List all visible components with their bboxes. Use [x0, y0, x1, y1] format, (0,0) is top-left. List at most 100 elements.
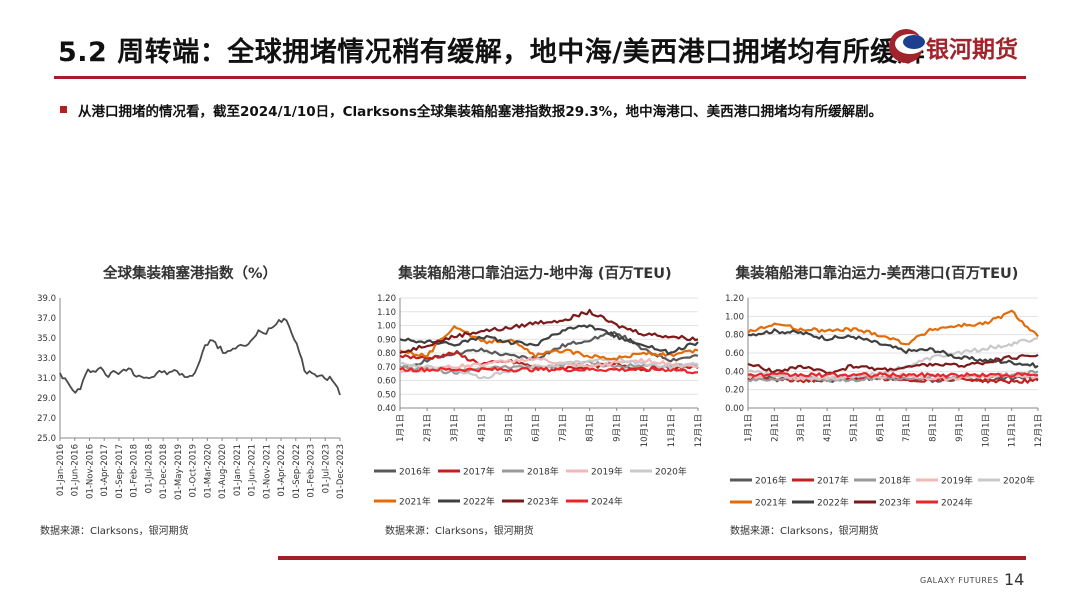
y-tick-label: 0.00	[725, 404, 744, 414]
page-title: 5.2 周转端：全球拥堵情况稍有缓解，地中海/美西港口拥堵均有所缓解	[58, 37, 926, 68]
page-number: 14	[1004, 570, 1025, 589]
x-tick-label: 9月1日	[955, 414, 965, 442]
chart3-source: 数据来源：Clarksons，银河期货	[730, 526, 879, 537]
y-tick-label: 33.0	[37, 354, 56, 364]
x-tick-label: 01-May-2019	[174, 444, 184, 500]
y-tick-label: 29.0	[37, 394, 56, 404]
legend-label: 2023年	[879, 497, 911, 509]
legend-label: 2019年	[591, 466, 623, 478]
x-tick-label: 7月1日	[902, 414, 912, 442]
legend-label: 2022年	[463, 496, 495, 508]
x-tick-label: 01-Mar-2020	[203, 444, 213, 498]
chart-uswest-capacity: 0.00 0.20 0.40 0.60 0.80 1.00 1.20 1月1日 2月1日 3月1日…	[725, 294, 1044, 509]
x-tick-label: 01-Dec-2023	[336, 444, 345, 499]
x-tick-label: 1月1日	[744, 414, 754, 442]
y-tick-label: 35.0	[37, 334, 56, 344]
x-tick-label: 4月1日	[477, 414, 487, 442]
y-tick-label: 0.20	[725, 386, 744, 396]
series-line-2022年	[399, 324, 699, 356]
x-tick-label: 01-Feb-2018	[130, 444, 140, 498]
y-tick-label: 1.00	[377, 322, 396, 332]
x-tick-label: 01-Jul-2023	[321, 444, 331, 493]
y-tick-label: 0.50	[377, 390, 396, 400]
x-tick-label: 10月1日	[981, 414, 991, 447]
x-tick-label: 8月1日	[586, 414, 596, 442]
series-line-2023年	[399, 308, 699, 355]
series-line-2022年	[747, 328, 1039, 369]
x-tick-label: 11月1日	[1008, 414, 1018, 447]
x-tick-label: 01-Apr-2017	[100, 444, 110, 497]
chart-mediterranean-capacity: 0.40 0.50 0.60 0.70 0.80 0.90 1.00 1.10 1.20 1月1日…	[374, 294, 704, 508]
y-tick-label: 0.60	[725, 349, 744, 359]
x-tick-label: 01-Sep-2017	[115, 444, 125, 499]
x-tick-label: 1月1日	[396, 414, 406, 442]
x-tick-label: 01-Apr-2022	[277, 444, 287, 497]
legend-label: 2023年	[527, 496, 559, 508]
legend-label: 2021年	[755, 497, 787, 509]
x-tick-label: 12月1日	[694, 414, 704, 447]
legend-label: 2024年	[591, 496, 623, 508]
x-tick-label: 01-Dec-2018	[159, 444, 169, 499]
chart3-title: 集装箱船港口靠泊运力-美西港口(百万TEU)	[735, 266, 1019, 282]
y-tick-label: 1.20	[725, 294, 744, 304]
chart1-source: 数据来源：Clarksons，银河期货	[40, 526, 189, 537]
x-tick-label: 6月1日	[876, 414, 886, 442]
y-tick-label: 0.70	[377, 363, 396, 373]
x-tick-label: 10月1日	[640, 414, 650, 447]
legend-label: 2016年	[399, 466, 431, 478]
x-tick-label: 01-Feb-2023	[307, 444, 317, 498]
legend-label: 2021年	[399, 496, 431, 508]
bullet-marker	[60, 106, 67, 113]
y-tick-label: 0.80	[377, 349, 396, 359]
chart2-title: 集装箱船港口靠泊运力-地中海 (百万TEU)	[398, 266, 672, 282]
y-tick-label: 31.0	[37, 374, 56, 384]
series-line	[59, 317, 341, 396]
x-tick-label: 5月1日	[504, 414, 514, 442]
x-tick-label: 2月1日	[423, 414, 433, 442]
x-tick-label: 01-Aug-2020	[218, 444, 228, 499]
footer-brand: GALAXY FUTURES	[920, 576, 999, 585]
x-tick-label: 6月1日	[531, 414, 541, 442]
legend-label: 2022年	[817, 497, 849, 509]
y-tick-label: 25.0	[37, 434, 56, 444]
x-tick-label: 2月1日	[770, 414, 780, 442]
y-tick-label: 1.20	[377, 294, 396, 304]
legend-label: 2017年	[463, 466, 495, 478]
y-tick-label: 1.00	[725, 312, 744, 322]
y-tick-label: 1.10	[377, 308, 396, 318]
y-tick-label: 27.0	[37, 414, 56, 424]
x-tick-label: 4月1日	[823, 414, 833, 442]
company-logo: 银河期货	[888, 24, 1068, 68]
x-tick-label: 5月1日	[849, 414, 859, 442]
x-tick-label: 9月1日	[613, 414, 623, 442]
x-tick-label: 7月1日	[559, 414, 569, 442]
bullet-text: 从港口拥堵的情况看，截至2024/1/10日，Clarksons全球集装箱船塞港…	[78, 104, 883, 120]
x-tick-label: 01-Jun-2016	[71, 444, 81, 496]
series-line-2020年	[747, 337, 1039, 381]
legend-label: 2016年	[755, 475, 787, 487]
y-tick-label: 0.60	[377, 377, 396, 387]
x-tick-label: 01-Jan-2016	[56, 444, 66, 496]
legend-label: 2019年	[941, 475, 973, 487]
series-line-2021年	[399, 325, 699, 361]
y-tick-label: 0.40	[377, 404, 396, 414]
legend-label: 2020年	[655, 466, 687, 478]
y-tick-label: 0.90	[377, 335, 396, 345]
x-tick-label: 01-Jun-2021	[248, 444, 258, 496]
legend-label: 2018年	[879, 475, 911, 487]
legend-label: 2020年	[1003, 475, 1035, 487]
footer-rule	[278, 556, 1026, 560]
series-line-2021年	[747, 309, 1039, 346]
legend-label: 2017年	[817, 475, 849, 487]
series-line-2019年	[399, 356, 699, 374]
x-tick-label: 12月1日	[1034, 414, 1044, 447]
x-tick-label: 01-Jul-2018	[144, 444, 154, 493]
series-line-2016年	[399, 330, 699, 371]
x-tick-label: 01-Sep-2022	[292, 444, 302, 499]
y-tick-label: 0.40	[725, 367, 744, 377]
series-line-2019年	[747, 372, 1039, 382]
series-line-2023年	[747, 353, 1039, 375]
y-tick-label: 0.80	[725, 331, 744, 341]
logo-text: 银河期货	[926, 37, 1018, 63]
legend-label: 2018年	[527, 466, 559, 478]
